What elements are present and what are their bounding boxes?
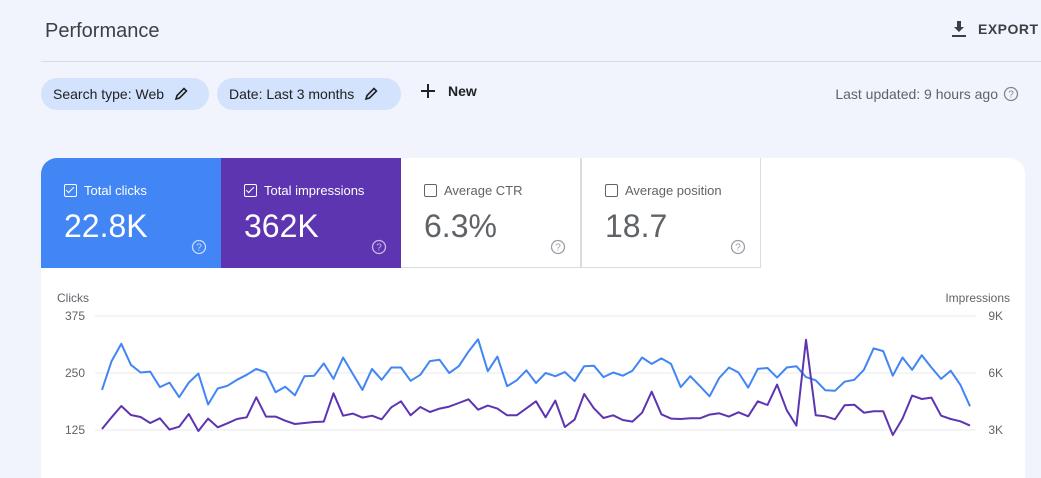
metric-value: 22.8K: [64, 208, 148, 244]
svg-text:?: ?: [376, 243, 382, 254]
new-filter-button[interactable]: New: [420, 83, 477, 99]
metric-card-total-clicks[interactable]: Total clicks 22.8K ?: [41, 158, 221, 268]
chip-label: Search type: Web: [53, 86, 165, 102]
svg-text:?: ?: [1008, 90, 1014, 101]
help-icon[interactable]: ?: [1003, 86, 1019, 102]
page-title: Performance: [45, 20, 160, 42]
new-label: New: [448, 83, 477, 99]
metric-value: 362K: [244, 208, 319, 244]
plus-icon: [421, 84, 435, 98]
help-icon[interactable]: ?: [730, 239, 746, 255]
help-icon[interactable]: ?: [371, 239, 387, 255]
metric-label: Total clicks: [84, 183, 147, 198]
export-label: EXPORT: [978, 21, 1039, 37]
last-updated: Last updated: 9 hours ago ?: [835, 86, 1019, 102]
help-icon[interactable]: ?: [550, 239, 566, 255]
header-divider: [41, 61, 1041, 62]
metric-card-average-position[interactable]: Average position 18.7 ?: [581, 158, 761, 268]
metric-value: 18.7: [605, 208, 668, 244]
metric-label: Average CTR: [444, 183, 523, 198]
metric-card-total-impressions[interactable]: Total impressions 362K ?: [221, 158, 401, 268]
download-icon: [952, 21, 966, 37]
metric-card-average-ctr[interactable]: Average CTR 6.3% ?: [401, 158, 581, 268]
help-icon[interactable]: ?: [191, 239, 207, 255]
date-filter-chip[interactable]: Date: Last 3 months: [217, 78, 401, 110]
pencil-icon: [174, 87, 188, 101]
chip-label: Date: Last 3 months: [229, 86, 355, 102]
metric-value: 6.3%: [424, 208, 497, 244]
pencil-icon: [365, 87, 378, 101]
svg-text:?: ?: [555, 243, 561, 254]
search-type-filter-chip[interactable]: Search type: Web: [41, 78, 209, 110]
performance-panel: Total clicks 22.8K ? Total impressions 3…: [41, 158, 1025, 478]
metric-label: Average position: [625, 183, 722, 198]
last-updated-text: Last updated: 9 hours ago: [835, 86, 998, 102]
export-button[interactable]: EXPORT: [950, 20, 1039, 38]
checkbox-checked[interactable]: [244, 184, 257, 197]
checkbox-unchecked[interactable]: [605, 184, 618, 197]
svg-text:?: ?: [196, 243, 202, 254]
metric-label: Total impressions: [264, 183, 365, 198]
checkbox-checked[interactable]: [64, 184, 77, 197]
svg-text:?: ?: [735, 243, 741, 254]
checkbox-unchecked[interactable]: [424, 184, 437, 197]
